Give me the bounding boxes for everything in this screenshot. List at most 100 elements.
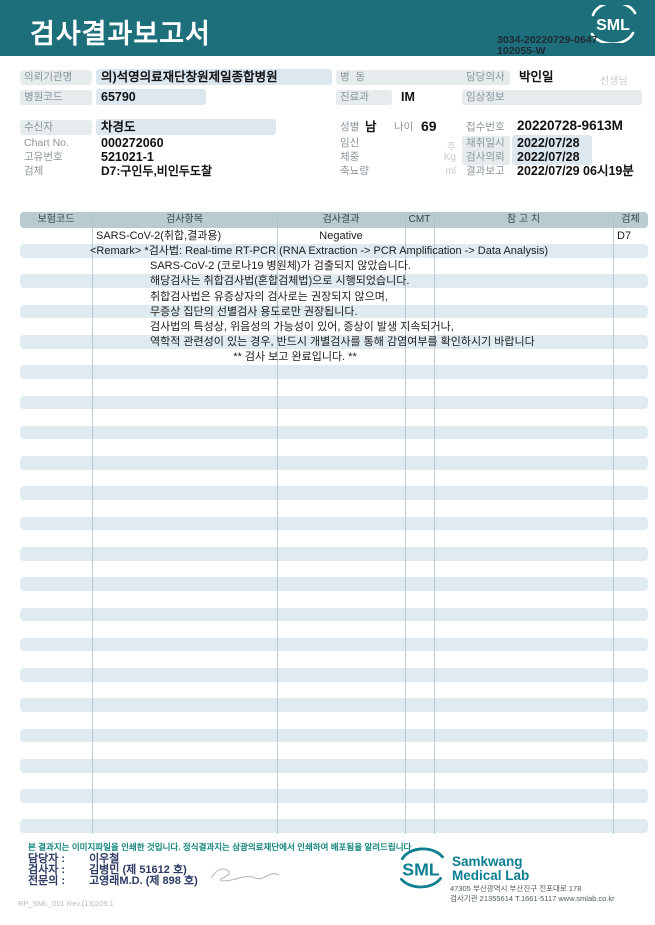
col-header-test-result: 검사결과 [322,214,360,225]
table-row [20,607,648,622]
samkwang-logo-icon: SML [400,847,444,889]
svg-text:SML: SML [596,17,630,34]
label-ward: 병 동 [336,70,472,85]
company-address: 47305 부산광역시 부산진구 전포대로 178 검사기관 21355614 … [450,884,615,903]
note-line: 해당검사는 취합검사법(혼합검체법)으로 시행되었습니다. [150,275,410,288]
table-row [20,623,648,637]
title-band: 검사결과보고서 SML [0,0,655,56]
note-line: 역학적 관련성이 있는 경우, 반드시 개별검사를 통해 감염여부를 확인하시기… [150,335,535,348]
staff-examiner-name: 김병민 (제 51612 호) [89,864,187,876]
table-row [20,411,648,425]
footer-notice: 본 결과지는 이미지파일을 인쇄한 것입니다. 정식결과지는 삼광의료재단에서 … [28,842,412,852]
table-row [20,789,648,803]
table-row [20,304,648,319]
suffix-doctor: 선생님 [600,76,628,87]
document-code: RP_SML_001 Rev.(13)209.1 [18,899,114,908]
table-row [20,653,648,667]
value-report-date: 2022/07/29 06시19분 [517,164,634,178]
column-divider [92,212,93,834]
col-header-test-name: 검사항목 [166,214,203,225]
column-divider [405,212,406,834]
svg-text:SML: SML [402,860,440,880]
label-recipient: 수신자 [20,120,92,135]
report-title: 검사결과보고서 [30,19,211,49]
table-row [20,592,648,606]
label-collected-date: 채취일시 [462,136,510,151]
label-receipt-no: 접수번호 [466,121,505,133]
column-divider [613,212,614,834]
table-row [20,577,648,591]
col-header-cmt: CMT [408,214,431,225]
value-collected-date: 2022/07/28 [512,135,592,151]
label-sex: 성별 [340,121,360,133]
staff-manager-line: 담당자 : 이우철 [28,850,119,866]
company-name: Samkwang Medical Lab [452,855,529,883]
value-doctor: 박인일 [519,70,554,84]
test-name-cell: SARS-CoV-2(취합,결과용) [96,230,222,242]
note-line: 취합검사법은 유증상자의 검사로는 권장되지 않으며, [150,290,388,303]
value-request-date: 2022/07/28 [512,149,592,165]
table-row [20,562,648,576]
label-department: 진료과 [336,90,392,105]
label-doctor: 담당의사 [462,70,510,85]
label-unique-no: 고유번호 [24,151,63,163]
value-hospital-code: 65790 [96,89,206,105]
table-row [20,441,648,455]
staff-examiner-line: 검사자 : 김병민 (제 51612 호) [28,861,187,877]
label-request-date: 검사의뢰 [462,150,510,165]
report-complete-line: ** 검사 보고 완료입니다. ** [233,350,357,363]
result-table: 보험코드 검사항목 검사결과 CMT 참 고 치 검체 SARS-CoV-2(취… [20,212,648,836]
table-row [20,804,648,818]
value-chart-no: 000272060 [101,136,164,150]
address-line2: 검사기관 21355614 T.1661-5117 www.smlab.co.k… [450,893,615,903]
table-row [20,456,648,470]
table-row [20,728,648,743]
table-row [20,380,648,394]
table-row [20,365,648,379]
label-requesting-org: 의뢰기관명 [20,70,92,85]
staff-specialist-line: 전문의 : 고영래M.D. (제 898 호) [28,872,198,888]
table-row [20,758,648,773]
label-pregnancy: 임신 [340,137,360,149]
value-department: IM [401,90,415,104]
value-requesting-org: 의)석영의료재단창원제일종합병원 [96,69,332,85]
note-line: SARS-CoV-2 (코로나19 병원체)가 검출되지 않았습니다. [150,260,411,273]
value-specimen: D7:구인두,비인두도찰 [101,164,212,178]
table-row [20,425,648,440]
address-line1: 47305 부산광역시 부산진구 전포대로 178 [450,884,582,893]
col-header-reference: 참 고 치 [506,214,541,225]
table-header-row: 보험코드 검사항목 검사결과 CMT 참 고 치 검체 [20,212,648,228]
unit-urine: ml [445,166,456,177]
table-row [20,668,648,682]
column-divider [277,212,278,834]
label-specimen: 검체 [24,165,44,177]
value-age: 69 [421,118,437,134]
column-divider [434,212,435,834]
value-receipt-no: 20220728-9613M [517,118,623,133]
barcode-line2: 102055-W [497,45,546,57]
table-row [20,698,648,712]
signature-scribble [210,868,280,882]
unit-weight: Kg [443,152,456,163]
barcode-line1: 3034-20220729-0647 [497,34,598,46]
table-row [20,516,648,531]
staff-manager-label: 담당자 : [28,853,66,865]
table-row [20,532,648,546]
table-body [20,229,648,835]
table-row [20,274,648,289]
table-row [20,471,648,485]
label-urine: 축뇨량 [340,165,369,177]
staff-examiner-label: 검사자 : [28,864,66,876]
company-name-line1: Samkwang [452,854,523,869]
remark-line: <Remark> *검사법: Real-time RT-PCR (RNA Ext… [90,245,549,258]
label-chart-no: Chart No. [24,137,69,149]
report-barcode-number: 3034-20220729-0647 102055-W [497,35,597,57]
table-row [20,637,648,652]
specimen-cell: D7 [617,230,632,242]
table-row [20,744,648,758]
sml-logo-icon: SML [590,5,637,43]
note-line: 검사법의 특성상, 위음성의 가능성이 있어, 증상이 발생 지속되거나, [150,320,454,333]
table-row [20,819,648,834]
table-row [20,395,648,410]
table-row [20,714,648,728]
